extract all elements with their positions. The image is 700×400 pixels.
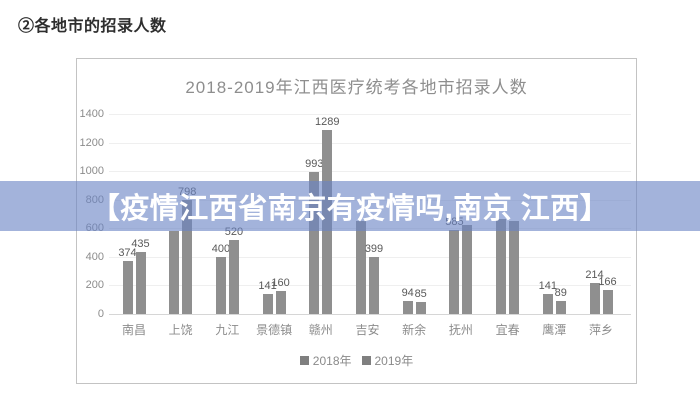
bar-value-label: 89 <box>554 287 567 300</box>
bar-2018年 <box>402 300 413 314</box>
bar-2019年 <box>415 301 426 314</box>
x-axis-label: 九江 <box>215 323 240 337</box>
bar-value-label: 435 <box>131 237 150 250</box>
x-axis-label: 萍乡 <box>588 323 613 337</box>
chart-title: 2018-2019年江西医疗统考各地市招录人数 <box>185 78 528 97</box>
bar-value-label: 85 <box>414 287 427 300</box>
x-axis-label: 南昌 <box>121 323 146 337</box>
overlay-banner: 【疫情江西省南京有疫情吗,南京 江西】 <box>0 181 700 231</box>
gridline <box>109 114 631 115</box>
bar-2018年 <box>542 293 553 314</box>
y-axis-tick: 0 <box>97 308 104 320</box>
bar-2018年 <box>356 221 366 314</box>
chart-legend: 2018年 2019年 <box>77 352 636 369</box>
x-axis-label: 景德镇 <box>256 323 293 337</box>
bar-value-label: 214 <box>585 269 604 282</box>
y-axis-tick: 1400 <box>79 108 104 120</box>
y-axis-tick: 1200 <box>79 136 104 149</box>
bar-value-label: 374 <box>118 246 137 259</box>
gridline <box>109 142 631 144</box>
legend-label: 2019年 <box>374 354 414 368</box>
bar-2019年 <box>555 301 566 314</box>
bar-2018年 <box>169 231 180 314</box>
bar-2019年 <box>275 291 286 314</box>
bar-2019年 <box>602 290 613 314</box>
bar-2019年 <box>135 251 146 314</box>
bar-value-label: 160 <box>271 277 290 290</box>
bar-2019年 <box>462 225 473 314</box>
bar-value-label: 141 <box>538 279 557 292</box>
bar-value-label: 141 <box>258 279 277 292</box>
bar-value-label: 94 <box>401 286 414 299</box>
bar-value-label: 400 <box>211 242 231 255</box>
x-axis-label: 鹰潭 <box>542 323 567 337</box>
legend-item: 2018年 <box>299 352 352 369</box>
bar-2019年 <box>369 257 379 314</box>
legend-item: 2019年 <box>361 352 414 369</box>
bar-value-label: 993 <box>305 158 324 171</box>
legend-swatch-icon <box>299 356 309 365</box>
legend-label: 2018年 <box>312 354 352 368</box>
y-axis-tick: 400 <box>85 250 104 263</box>
bar-2018年 <box>309 172 320 314</box>
x-axis-label: 吉安 <box>355 323 380 337</box>
bar-2018年 <box>449 230 460 314</box>
x-axis-label: 抚州 <box>448 323 473 337</box>
bar-2018年 <box>122 260 133 314</box>
bar-2018年 <box>262 293 273 314</box>
bar-2019年 <box>509 221 520 314</box>
bar-value-label: 1289 <box>315 115 340 128</box>
bar-2018年 <box>496 219 507 314</box>
x-axis-label: 上饶 <box>168 323 193 337</box>
x-axis-label: 宜春 <box>495 323 520 337</box>
x-axis-line <box>109 314 631 315</box>
bar-2019年 <box>182 200 193 314</box>
x-axis-label: 新余 <box>402 323 427 337</box>
y-axis-tick: 200 <box>85 279 104 292</box>
bar-value-label: 166 <box>598 276 617 289</box>
bar-2019年 <box>228 239 239 314</box>
bar-2018年 <box>589 283 600 314</box>
overlay-banner-text: 【疫情江西省南京有疫情吗,南京 江西】 <box>90 193 610 225</box>
x-axis-label: 赣州 <box>308 323 333 337</box>
gridline <box>109 171 631 173</box>
bar-value-label: 399 <box>364 243 384 255</box>
page-title: ②各地市的招录人数 <box>18 18 167 35</box>
bar-2018年 <box>215 256 226 314</box>
y-axis-tick: 1000 <box>79 165 104 178</box>
legend-swatch-icon <box>361 356 371 365</box>
